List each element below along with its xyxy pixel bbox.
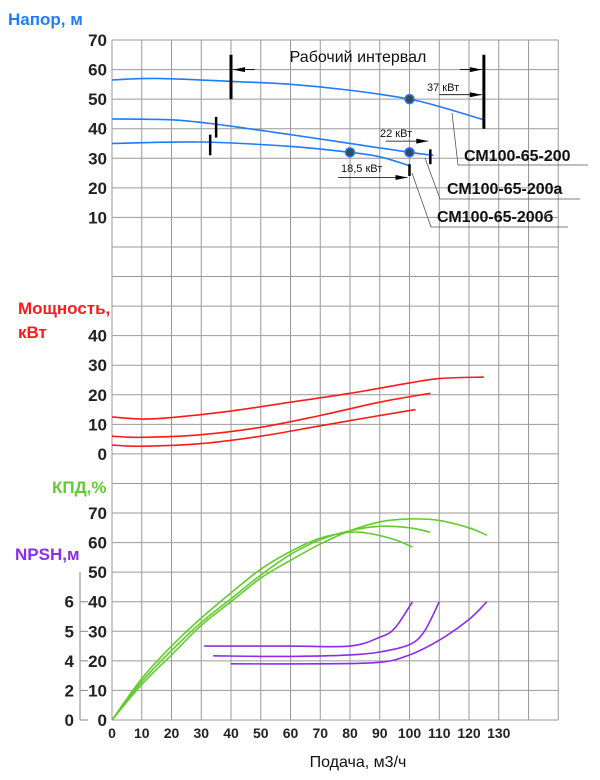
- power-tick-label: 30: [88, 356, 107, 375]
- interval-arrow-left-head: [233, 67, 245, 73]
- x-tick-label: 100: [398, 725, 422, 741]
- duty-point-marker: [344, 147, 356, 158]
- npsh-tick-label: 0: [65, 711, 74, 730]
- curves: [111, 77, 488, 721]
- motor-label-18-5: 18,5 кВт: [341, 163, 382, 175]
- model-200-leader: [451, 112, 588, 166]
- head-tick-label: 60: [88, 61, 107, 80]
- x-tick-label: 120: [457, 725, 481, 741]
- efficiency-tick-label: 40: [88, 593, 107, 612]
- x-tick-label: 90: [372, 725, 388, 741]
- efficiency-tick-label: 30: [88, 622, 107, 641]
- npsh-tick-label: 4: [65, 652, 75, 671]
- head-tick-label: 20: [88, 179, 107, 198]
- efficiency-tick-label: 10: [88, 681, 107, 700]
- efficiency-tick-label: 20: [88, 652, 107, 671]
- efficiency-tick-label: 50: [88, 563, 107, 582]
- power-curve: [111, 392, 431, 439]
- x-axis-label: Подача, м3/ч: [310, 754, 407, 771]
- x-tick-label: 70: [312, 725, 328, 741]
- head-tick-label: 50: [88, 90, 107, 109]
- tick-labels: 0 10 20 30 40 50 60 70 80 90 100 110 120 130102030405…: [65, 31, 511, 741]
- model-200a-leader: [424, 157, 580, 200]
- head-tick-label: 10: [88, 208, 107, 227]
- efficiency-tick-label: 60: [88, 534, 107, 553]
- power-axis-unit: кВт: [18, 323, 47, 342]
- annotations: [208, 54, 588, 228]
- power-curve: [111, 376, 484, 420]
- efficiency-axis-label: КПД,%: [52, 478, 107, 497]
- motor-18-5-arrow-head: [395, 174, 408, 180]
- power-axis-label: Мощность,: [18, 299, 110, 318]
- power-tick-label: 20: [88, 386, 107, 405]
- motor-37-arrow-head: [469, 92, 482, 98]
- x-tick-label: 60: [283, 725, 299, 741]
- x-tick-label: 40: [223, 725, 239, 741]
- efficiency-curve: [111, 531, 413, 721]
- npsh-axis-label: NPSH,м: [15, 545, 80, 564]
- power-curve: [111, 408, 416, 448]
- x-tick-label: 10: [134, 725, 150, 741]
- interval-arrow-right-head: [469, 67, 482, 73]
- operating-interval-title: Рабочий интервал: [290, 49, 427, 66]
- duty-point-marker: [404, 147, 415, 158]
- x-tick-label: 20: [164, 725, 180, 741]
- efficiency-curve: [111, 518, 488, 721]
- duty-point-marker: [404, 93, 415, 105]
- x-tick-label: 130: [487, 725, 511, 741]
- x-tick-label: 80: [342, 725, 358, 741]
- npsh-tick-label: 2: [65, 681, 74, 700]
- model-200b-leader: [411, 172, 568, 228]
- npsh-curve: [230, 601, 488, 665]
- npsh-curve: [204, 601, 414, 648]
- head-tick-label: 40: [88, 120, 107, 139]
- power-tick-label: 0: [98, 445, 107, 464]
- head-axis-label: Напор, м: [8, 10, 83, 29]
- x-tick-label: 30: [193, 725, 209, 741]
- motor-label-37: 37 кВт: [427, 82, 459, 94]
- grid: [79, 39, 559, 721]
- efficiency-tick-label: 0: [98, 711, 107, 730]
- npsh-tick-label: 6: [65, 593, 74, 612]
- x-tick-label: 50: [253, 725, 269, 741]
- power-tick-label: 10: [88, 415, 107, 434]
- npsh-tick-label: 5: [65, 622, 74, 641]
- head-tick-label: 30: [88, 149, 107, 168]
- head-tick-label: 70: [88, 31, 107, 50]
- efficiency-curve: [111, 525, 431, 721]
- head-curve: [111, 141, 410, 167]
- motor-label-22: 22 кВт: [380, 128, 412, 140]
- motor-22-arrow-head: [416, 138, 429, 144]
- npsh-curve: [213, 601, 440, 658]
- x-tick-label: 0: [108, 725, 116, 741]
- model-label-200a: СМ100-65-200а: [447, 181, 563, 198]
- model-label-200: СМ100-65-200: [464, 148, 571, 165]
- x-tick-label: 110: [428, 725, 451, 741]
- power-tick-label: 40: [88, 327, 107, 346]
- model-label-200b: СМ100-65-200б: [437, 209, 554, 226]
- head-curve: [111, 77, 485, 121]
- efficiency-tick-label: 70: [88, 504, 107, 523]
